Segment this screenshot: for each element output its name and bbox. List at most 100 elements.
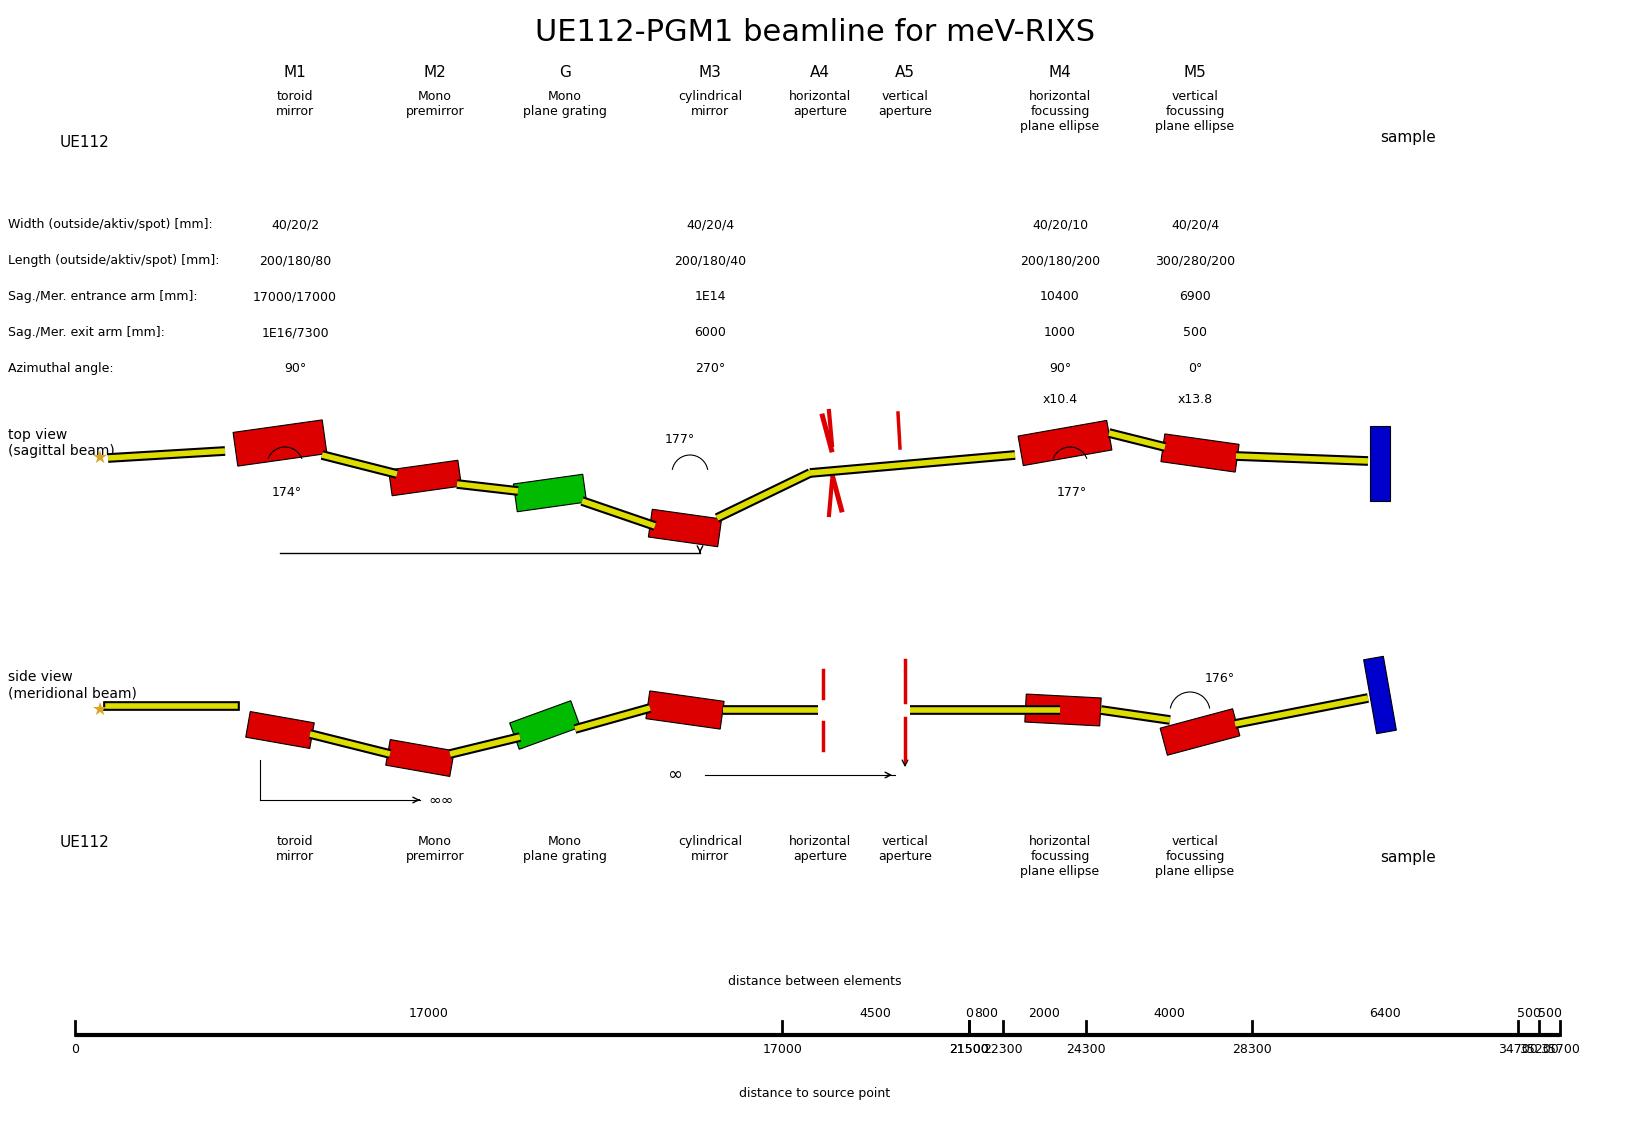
Text: 500: 500 [1537,1007,1562,1019]
Text: 4500: 4500 [859,1007,892,1019]
Bar [233,420,328,466]
Text: vertical
focussing
plane ellipse: vertical focussing plane ellipse [1156,90,1234,133]
Text: Sag./Mer. entrance arm [mm]:: Sag./Mer. entrance arm [mm]: [8,290,197,303]
Text: 6900: 6900 [1178,290,1211,303]
Text: distance between elements: distance between elements [729,975,901,988]
Text: 4000: 4000 [1152,1007,1185,1019]
Text: M4: M4 [1048,65,1071,80]
Text: 270°: 270° [694,362,725,375]
Text: x13.8: x13.8 [1177,393,1213,406]
Text: Mono
plane grating: Mono plane grating [523,90,606,119]
Text: 1E16/7300: 1E16/7300 [261,326,329,339]
Text: ★: ★ [91,701,108,719]
Text: 0: 0 [72,1043,78,1056]
Text: distance to source point: distance to source point [740,1087,890,1100]
Text: M2: M2 [424,65,447,80]
Text: UE112: UE112 [60,835,109,850]
Bar [1161,434,1239,472]
Text: ∞∞: ∞∞ [429,793,453,807]
Bar [246,711,315,749]
Text: side view
(meridional beam): side view (meridional beam) [8,669,137,700]
Bar [645,691,724,729]
Text: 500: 500 [1183,326,1206,339]
Text: 800: 800 [975,1007,998,1019]
Text: 34700: 34700 [1498,1043,1539,1056]
Text: vertical
aperture: vertical aperture [879,90,932,119]
Text: 1E14: 1E14 [694,290,725,303]
Text: 17000: 17000 [409,1007,448,1019]
Bar [1369,426,1390,500]
Text: vertical
aperture: vertical aperture [879,835,932,863]
Text: 2000: 2000 [1029,1007,1060,1019]
Text: 35700: 35700 [1540,1043,1579,1056]
Bar [388,461,461,496]
Text: 90°: 90° [284,362,306,375]
Text: A4: A4 [810,65,830,80]
Text: 17000/17000: 17000/17000 [253,290,337,303]
Text: Azimuthal angle:: Azimuthal angle: [8,362,114,375]
Text: 300/280/200: 300/280/200 [1156,254,1236,266]
Text: 176°: 176° [1205,672,1236,685]
Text: Width (outside/aktiv/spot) [mm]:: Width (outside/aktiv/spot) [mm]: [8,218,214,231]
Text: sample: sample [1381,850,1436,865]
Text: Mono
premirror: Mono premirror [406,835,465,863]
Text: 40/20/2: 40/20/2 [271,218,319,231]
Text: 200/180/200: 200/180/200 [1020,254,1100,266]
Text: 40/20/10: 40/20/10 [1032,218,1089,231]
Text: cylindrical
mirror: cylindrical mirror [678,835,742,863]
Text: 200/180/80: 200/180/80 [259,254,331,266]
Text: 40/20/4: 40/20/4 [1170,218,1219,231]
Text: 21500: 21500 [949,1043,989,1056]
Text: horizontal
focussing
plane ellipse: horizontal focussing plane ellipse [1020,90,1100,133]
Text: 0: 0 [965,1007,973,1019]
Text: top view
(sagittal beam): top view (sagittal beam) [8,428,114,458]
Text: ★: ★ [91,449,108,467]
Text: cylindrical
mirror: cylindrical mirror [678,90,742,119]
Text: 35200: 35200 [1519,1043,1558,1056]
Text: x10.4: x10.4 [1043,393,1077,406]
Text: M1: M1 [284,65,306,80]
Bar [1161,709,1240,755]
Text: 200/180/40: 200/180/40 [673,254,747,266]
Bar [510,701,580,750]
Bar [513,474,587,511]
Text: Mono
plane grating: Mono plane grating [523,835,606,863]
Text: vertical
focussing
plane ellipse: vertical focussing plane ellipse [1156,835,1234,878]
Text: Length (outside/aktiv/spot) [mm]:: Length (outside/aktiv/spot) [mm]: [8,254,220,266]
Text: 90°: 90° [1048,362,1071,375]
Bar [649,509,722,546]
Text: 10400: 10400 [1040,290,1081,303]
Bar [1019,420,1112,465]
Text: toroid
mirror: toroid mirror [275,835,315,863]
Text: 6000: 6000 [694,326,725,339]
Text: 22300: 22300 [983,1043,1022,1056]
Text: ∞: ∞ [668,765,683,784]
Text: 174°: 174° [272,487,302,499]
Text: Mono
premirror: Mono premirror [406,90,465,119]
Text: 24300: 24300 [1066,1043,1105,1056]
Bar [820,413,835,453]
Text: 1000: 1000 [1045,326,1076,339]
Text: horizontal
aperture: horizontal aperture [789,835,851,863]
Text: Sag./Mer. exit arm [mm]:: Sag./Mer. exit arm [mm]: [8,326,165,339]
Text: M5: M5 [1183,65,1206,80]
Text: 0°: 0° [1188,362,1203,375]
Bar [1364,656,1397,734]
Text: 6400: 6400 [1369,1007,1402,1019]
Bar [386,739,455,777]
Text: 40/20/4: 40/20/4 [686,218,734,231]
Text: UE112-PGM1 beamline for meV-RIXS: UE112-PGM1 beamline for meV-RIXS [535,18,1095,47]
Text: A5: A5 [895,65,914,80]
Text: horizontal
aperture: horizontal aperture [789,90,851,119]
Text: 177°: 177° [1056,487,1087,499]
Text: 500: 500 [1518,1007,1540,1019]
Text: 17000: 17000 [763,1043,802,1056]
Text: M3: M3 [699,65,722,80]
Text: 177°: 177° [665,434,694,446]
Bar [830,473,844,513]
Text: toroid
mirror: toroid mirror [275,90,315,119]
Bar [1025,694,1102,726]
Text: sample: sample [1381,130,1436,145]
Text: horizontal
focussing
plane ellipse: horizontal focussing plane ellipse [1020,835,1100,878]
Text: 21500: 21500 [949,1043,989,1056]
